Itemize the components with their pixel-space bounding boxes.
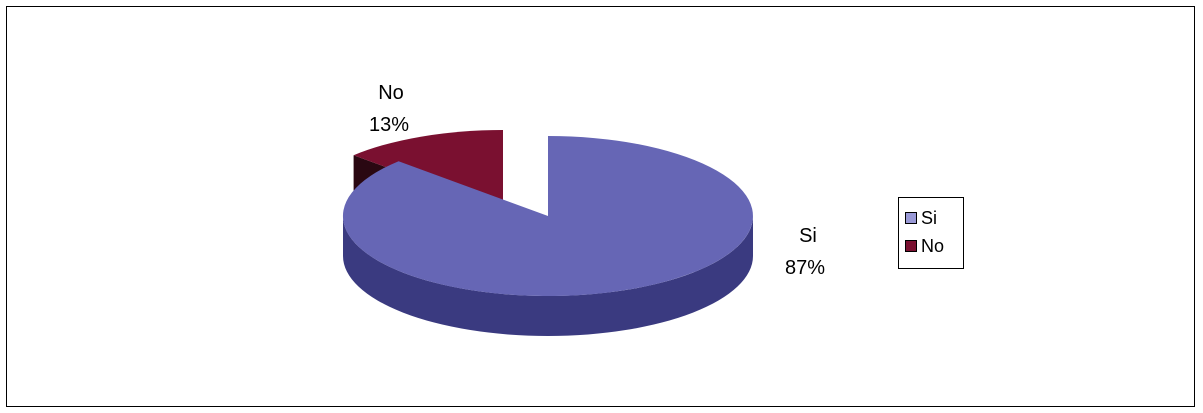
legend-label-no: No: [921, 235, 945, 256]
data-label-si-percent: 87%: [785, 257, 825, 279]
legend: Si No: [898, 197, 964, 269]
legend-swatch-si: [905, 212, 917, 224]
pie-slice-si-side: [343, 216, 753, 336]
legend-item-si: Si: [905, 204, 963, 232]
data-label-no-percent: 13%: [369, 114, 409, 136]
pie-slices: [342, 130, 753, 336]
legend-item-no: No: [905, 232, 963, 260]
legend-swatch-no: [905, 240, 917, 252]
data-label-si-category: Si: [799, 225, 817, 247]
legend-label-si: Si: [921, 207, 938, 228]
data-label-no-category: No: [378, 82, 404, 104]
pie-slice-si: [342, 136, 753, 296]
